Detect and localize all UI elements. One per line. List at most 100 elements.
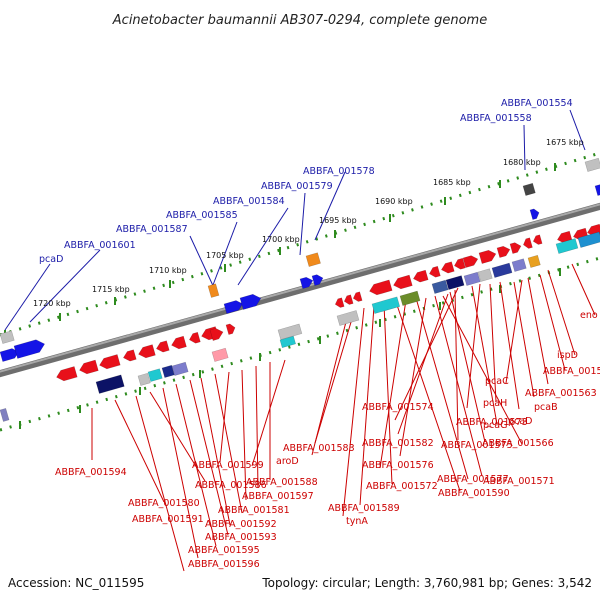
leader-line-bottom [539,274,566,371]
gene-label-bottom: ABBFA_001586 [195,480,267,491]
inner-ring [0,256,600,432]
leader-line-bottom [399,297,427,457]
gene-label-bottom: ABBFA_001566 [482,438,554,449]
gene-arrow [429,265,441,278]
leader-line-bottom [189,379,229,536]
leader-line-bottom [395,301,461,492]
kbp-label: 1715 kbp [92,285,130,294]
gene-arrow [529,208,540,220]
gene-label-top: ABBFA_001554 [501,98,573,109]
gene-labels: ABBFA_001554 ABBFA_001558 ABBFA_001578 ABBF… [39,98,600,570]
kbp-label: 1680 kbp [503,158,541,167]
ring-ticks [4,163,561,429]
gene-arrow [496,245,511,258]
leader-line-bottom [513,281,535,398]
leader-lines [4,109,596,572]
gene-label-bottom: pcaG [483,420,507,431]
gene-label-top: ABBFA_001558 [460,113,532,124]
gene-label-bottom: ABBFA_001574 [362,402,434,413]
gene-arrow [478,249,497,264]
gene-box-orange [305,252,321,267]
leader-line-top [299,192,306,256]
gene-label-bottom: ABBFA_001599 [192,460,264,471]
gene-box-blue [577,231,600,248]
gene-arrow [334,297,345,308]
leader-line-bottom [471,285,498,425]
gene-box-gray [336,310,360,326]
gene-label-bottom: ispD [557,350,578,361]
gene-arrow [209,328,224,341]
gene-arrow [523,237,533,249]
gene-label-bottom: ABBFA_001562 [543,366,600,377]
leader-line-top [314,171,346,241]
gene-box-lavender [171,361,189,376]
leader-line-bottom [434,295,483,477]
gene-arrow [343,294,354,305]
accession-text: Accession: NC_011595 [8,576,144,590]
leader-line-top [212,221,238,286]
gene-arrow [369,279,393,296]
gene-arrow [79,359,99,375]
gene-arrow [352,291,363,302]
gene-box-navy [161,364,175,378]
gene-arrow [594,184,600,196]
leader-line-top [237,207,289,286]
gene-label-top: ABBFA_001587 [116,224,188,235]
gene-box-navy [95,374,125,394]
gene-arrow [532,234,543,245]
gene-box-orange [527,254,541,268]
gene-box-cyan [279,335,296,348]
leader-line-bottom [241,369,247,501]
gene-arrow [171,335,187,350]
gene-arrow [311,274,324,286]
gene-label-top: ABBFA_001601 [64,240,136,251]
gene-arrow [156,340,170,353]
gene-label-bottom: ABBFA_001572 [366,481,438,492]
gene-label-bottom: pcaH [483,398,507,409]
kbp-label: 1685 kbp [433,178,471,187]
leader-line-bottom [175,383,217,547]
leader-line-bottom [383,303,393,485]
kbp-label: 1710 kbp [149,266,187,275]
gene-label-bottom: tynA [346,516,368,527]
genome-backbone [0,202,600,378]
gene-label-bottom: ABBFA_001591 [132,514,204,525]
leader-line-bottom [571,263,596,316]
leader-line-bottom [547,269,576,356]
kbp-label: 1700 kbp [262,235,300,244]
gene-label-bottom: ABBFA_001582 [362,438,434,449]
gene-label-bottom: ABBFA_001589 [328,503,400,514]
gene-arrow [225,323,236,335]
leader-line-bottom [442,295,523,445]
gene-arrow [189,331,201,344]
gene-label-bottom: ABBFA_001593 [205,532,277,543]
leader-line-top [29,249,101,323]
gene-label-bottom: ABBFA_001590 [438,488,510,499]
gene-box-navy [491,262,513,278]
gene-arrow [13,339,45,359]
leader-line-bottom [449,291,486,443]
gene-label-bottom: ABBFA_001577 [437,474,509,485]
gene-box-orange [207,283,220,298]
gene-label-top: ABBFA_001584 [213,196,285,207]
leader-line-top [569,109,586,151]
gene-label-bottom: ABBFA_001594 [55,467,127,478]
leader-line-bottom [219,371,230,463]
gene-label-bottom: ABBFA_001573 [456,417,528,428]
gene-label-bottom: ABBFA_001576 [362,460,434,471]
gene-label-bottom: ABBFA_001580 [128,498,200,509]
gene-box-navy [445,275,465,290]
gene-label-bottom: pcaC [485,376,509,387]
gene-label-bottom: ABBFA_001588 [246,477,318,488]
gene-arrow [441,261,455,274]
leader-line-bottom [114,399,165,503]
gene-label-bottom: eno [580,310,598,321]
gene-label-bottom: ABBFA_001596 [188,559,260,570]
kbp-label: 1705 kbp [206,251,244,260]
leader-line-bottom [314,311,355,444]
leader-line-bottom [162,387,199,559]
leader-line-bottom [397,293,449,435]
gene-label-bottom: ABBFA_001575 [441,440,513,451]
gene-label-top: ABBFA_001578 [303,166,375,177]
gene-arrow [393,274,413,290]
